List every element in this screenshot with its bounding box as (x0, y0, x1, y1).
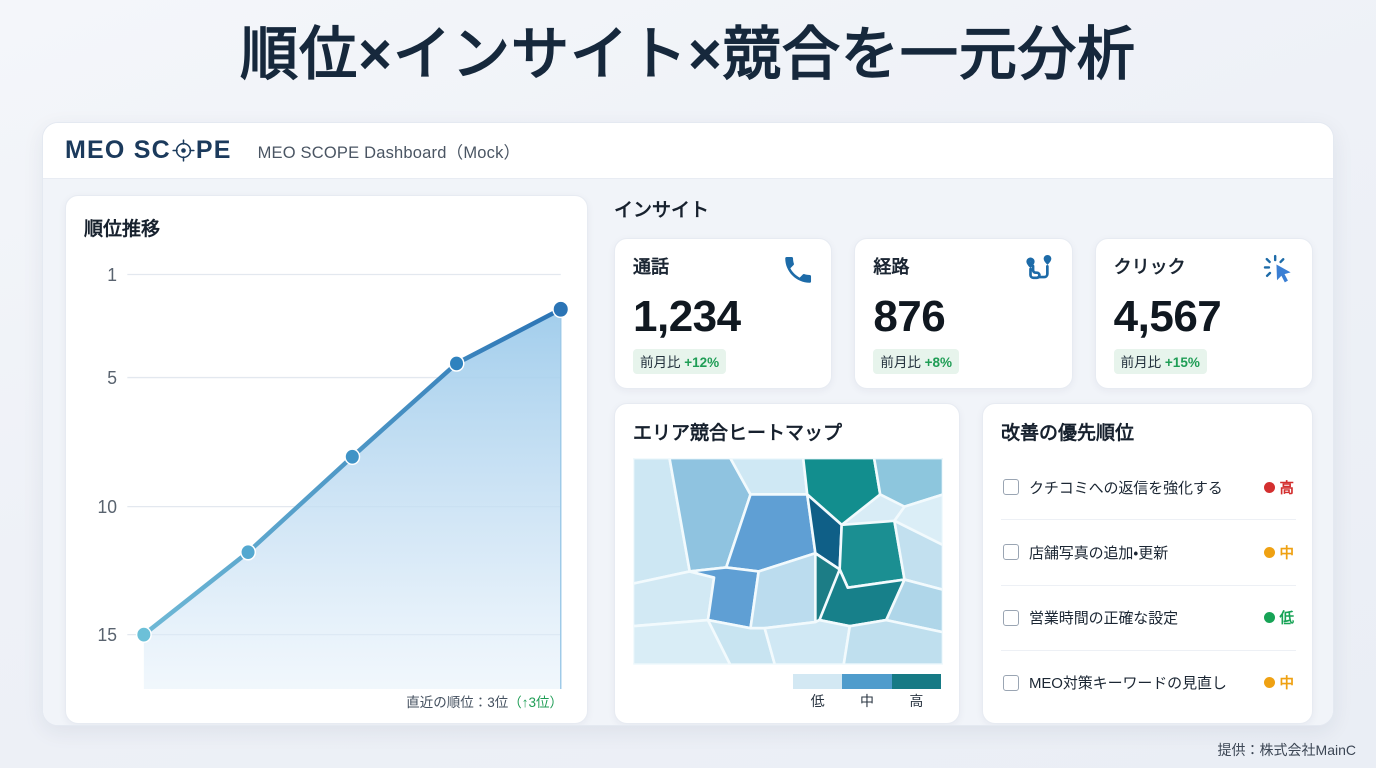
priority-level-4: 中 (1279, 676, 1295, 693)
kpi-card-clicks[interactable]: クリック (1094, 238, 1313, 390)
kpi-card-routes-delta-value: +8% (924, 355, 952, 371)
priority-level-1: 高 (1279, 480, 1295, 497)
heatmap-svg (633, 458, 943, 665)
rank-chart-footnote: 直近の順位：3位（↑3位） (84, 689, 569, 711)
priority-text-4: MEO対策キーワードの見直し (1029, 675, 1227, 693)
rank-chart-column: 順位推移 (65, 195, 588, 724)
kpi-card-calls-delta-label: 前月比 (640, 355, 681, 371)
priority-dot-2 (1263, 546, 1275, 558)
status-badge: 中 (1263, 672, 1295, 693)
priorities-card: 改善の優先順位 クチコミへの返信を強化する 高 店舗写 (982, 403, 1313, 724)
priority-dot-4 (1263, 677, 1275, 689)
dashboard-subtitle: MEO SCOPE Dashboard（Mock） (257, 143, 521, 162)
priority-level-2: 中 (1279, 545, 1295, 562)
kpi-card-clicks-delta-label: 前月比 (1120, 355, 1162, 371)
kpi-row: 通話 1,234 前月比 +12% (614, 238, 1313, 390)
bottom-row: エリア競合ヒートマップ (614, 403, 1313, 724)
heatmap-legend-label-low: 低 (810, 692, 825, 709)
status-badge: 高 (1263, 477, 1295, 498)
kpi-card-calls-delta: 前月比 +12% (633, 349, 727, 375)
priorities-title: 改善の優先順位 (1001, 423, 1135, 445)
status-badge: 中 (1263, 542, 1295, 563)
heatmap-legend-bar (793, 673, 941, 689)
insights-section-label: インサイト (614, 200, 710, 221)
cursor-click-icon (1262, 253, 1296, 292)
heatmap-title: エリア競合ヒートマップ (633, 423, 843, 445)
priority-checkbox-1[interactable] (1003, 479, 1019, 496)
kpi-card-clicks-delta-value: +15% (1164, 355, 1200, 371)
kpi-card-calls-delta-value: +12% (684, 355, 720, 371)
svg-text:5: 5 (107, 368, 117, 388)
priority-level-3: 低 (1279, 611, 1295, 628)
dashboard-window: MEO SC PE MEO SCOPE Dashboard（Mock） 順位推移 (42, 122, 1334, 726)
heatmap-legend-swatch-high (891, 673, 941, 689)
kpi-card-routes[interactable]: 経路 876 (854, 238, 1073, 390)
list-item[interactable]: クチコミへの返信を強化する 高 (1001, 455, 1296, 521)
list-item[interactable]: MEO対策キーワードの見直し 中 (1001, 651, 1296, 715)
brand-logo-text-right: PE (195, 136, 232, 164)
kpi-card-routes-value: 876 (873, 292, 946, 341)
kpi-card-clicks-delta: 前月比 +15% (1113, 349, 1207, 375)
kpi-card-calls[interactable]: 通話 1,234 前月比 +12% (614, 238, 833, 390)
rank-chart-plot[interactable]: 1 5 10 15 20 (84, 255, 569, 689)
list-item[interactable]: 営業時間の正確な設定 低 (1001, 586, 1296, 651)
kpi-card-clicks-head: クリック (1114, 253, 1296, 292)
svg-text:1: 1 (107, 265, 117, 285)
rank-chart-svg: 1 5 10 15 20 (98, 265, 569, 689)
heatmap-legend-label-mid: 中 (859, 692, 874, 709)
heatmap-legend-label-high: 高 (909, 692, 924, 709)
priority-dot-1 (1263, 481, 1275, 493)
priority-text-3: 営業時間の正確な設定 (1029, 610, 1179, 628)
dashboard-header: MEO SC PE MEO SCOPE Dashboard（Mock） (43, 123, 1333, 179)
priority-dot-3 (1263, 612, 1275, 624)
kpi-card-calls-head: 通話 (633, 253, 815, 292)
kpi-card-clicks-label: クリック (1113, 257, 1186, 277)
kpi-card-routes-head: 経路 (873, 253, 1055, 292)
rank-chart-card: 順位推移 (65, 195, 588, 724)
heatmap-card: エリア競合ヒートマップ (614, 403, 960, 724)
kpi-card-routes-label: 経路 (873, 257, 910, 277)
rank-chart-title: 順位推移 (84, 219, 161, 240)
rank-chart-footnote-label: 直近の順位：3位 (406, 694, 509, 710)
page-title: 順位×インサイト×競合を一元分析 (240, 22, 1136, 87)
phone-icon (781, 253, 815, 292)
crosshair-target-icon (172, 139, 195, 162)
insights-column: インサイト 通話 1,234 前月比 +12% (614, 195, 1313, 724)
heatmap-legend-swatch-low (793, 673, 843, 689)
kpi-card-calls-label: 通話 (633, 257, 669, 277)
svg-text:10: 10 (98, 497, 118, 517)
kpi-card-clicks-value: 4,567 (1113, 292, 1222, 341)
kpi-card-calls-value: 1,234 (633, 292, 741, 341)
brand-logo[interactable]: MEO SC PE (65, 136, 232, 165)
status-badge: 低 (1263, 607, 1295, 628)
svg-text:15: 15 (98, 625, 118, 645)
kpi-card-routes-delta-label: 前月比 (880, 355, 921, 371)
heatmap-legend: 低 中 高 (633, 673, 943, 711)
heatmap-plot[interactable] (633, 458, 943, 665)
priority-text-2: 店舗写真の追加・更新 (1029, 544, 1169, 562)
heatmap-legend-labels: 低 中 高 (793, 691, 941, 711)
priorities-list: クチコミへの返信を強化する 高 店舗写真の追加・更新 中 (1001, 455, 1296, 715)
route-pins-icon (1022, 253, 1056, 292)
list-item[interactable]: 店舗写真の追加・更新 中 (1001, 520, 1296, 586)
heatmap-legend-swatch-mid (842, 673, 892, 689)
priority-checkbox-2[interactable] (1003, 544, 1019, 561)
dashboard-body: 順位推移 (43, 179, 1333, 725)
page-footer: 提供：株式会社MainC (1217, 742, 1356, 758)
rank-chart-footnote-delta: （↑3位） (508, 694, 563, 710)
priority-text-1: クチコミへの返信を強化する (1029, 479, 1223, 497)
priority-checkbox-3[interactable] (1003, 609, 1019, 626)
kpi-card-routes-delta: 前月比 +8% (873, 349, 959, 375)
priority-checkbox-4[interactable] (1003, 674, 1019, 691)
brand-logo-text-left: MEO SC (65, 136, 171, 164)
